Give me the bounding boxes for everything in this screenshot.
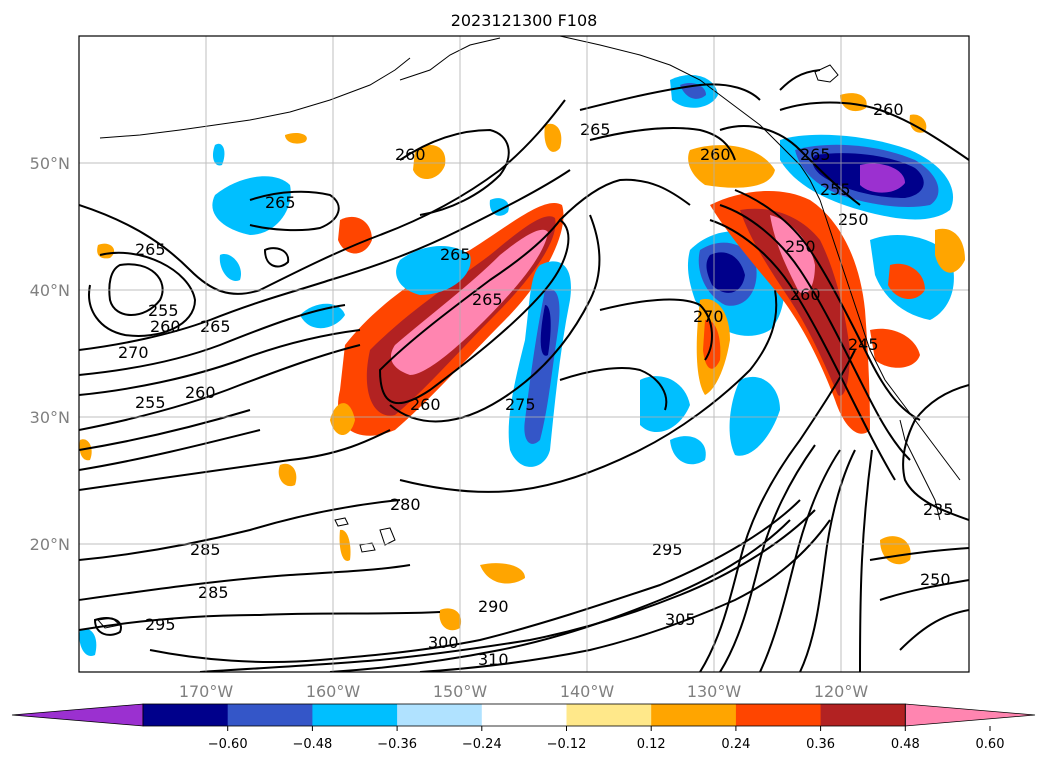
contour-label: 260 — [700, 145, 731, 164]
colorbar-segment — [481, 704, 567, 726]
colorbar-tick-label: −0.24 — [462, 737, 502, 752]
contour-label: 260 — [150, 317, 181, 336]
contour-label: 250 — [785, 237, 816, 256]
colorbar-tick-label: 0.12 — [637, 737, 666, 752]
lat-label: 30°N — [30, 408, 70, 427]
contour-label: 250 — [920, 570, 951, 589]
colorbar: −0.60 −0.48 −0.36 −0.24 −0.12 0.12 0.24 0.36 0.4… — [11, 703, 1036, 752]
colorbar-tick-label: 0.24 — [721, 737, 750, 752]
colorbar-tick-label: −0.12 — [547, 737, 587, 752]
contour-label: 305 — [665, 610, 696, 629]
contour-label: 310 — [478, 650, 509, 669]
contour-label: 245 — [848, 335, 879, 354]
colorbar-segment — [735, 704, 822, 726]
contour-label: 285 — [190, 540, 221, 559]
colorbar-tick-label: 0.60 — [976, 737, 1005, 752]
lon-labels: 170°W 160°W 150°W 140°W 130°W 120°W — [179, 682, 869, 701]
colorbar-tick-label: −0.60 — [208, 737, 248, 752]
lon-label: 160°W — [306, 682, 361, 701]
contour-label: 255 — [820, 180, 851, 199]
colorbar-segment — [143, 704, 229, 726]
map-title: 2023121300 F108 — [451, 11, 598, 30]
contour-label: 270 — [118, 343, 149, 362]
colorbar-segment — [566, 704, 652, 726]
lat-label: 50°N — [30, 154, 70, 173]
contour-label: 265 — [440, 245, 471, 264]
contour-label: 280 — [390, 495, 421, 514]
contour-label: 255 — [148, 301, 179, 320]
colorbar-tick-label: 0.48 — [891, 737, 920, 752]
lon-label: 170°W — [179, 682, 234, 701]
contour-label: 255 — [135, 393, 166, 412]
contour-label: 275 — [505, 395, 536, 414]
contour-label: 265 — [580, 120, 611, 139]
lon-label: 120°W — [814, 682, 869, 701]
contour-label: 300 — [428, 633, 459, 652]
colorbar-tick-label: −0.48 — [292, 737, 332, 752]
colorbar-tick-label: 0.36 — [806, 737, 835, 752]
gridlines — [79, 36, 969, 672]
colorbar-tick-label: −0.36 — [377, 737, 417, 752]
lon-label: 150°W — [433, 682, 488, 701]
contour-label: 265 — [800, 145, 831, 164]
colorbar-frame — [142, 703, 906, 727]
colorbar-extend-low — [11, 703, 144, 727]
lon-label: 140°W — [560, 682, 615, 701]
lat-labels: 50°N 40°N 30°N 20°N — [30, 154, 70, 554]
contour-label: 260 — [410, 395, 441, 414]
contour-label: 295 — [652, 540, 683, 559]
contour-label: 260 — [395, 145, 426, 164]
lat-label: 20°N — [30, 535, 70, 554]
contour-label: 265 — [135, 240, 166, 259]
colorbar-segment — [820, 704, 906, 726]
contour-label: 295 — [145, 615, 176, 634]
contour-labels: 265 260 265 265 255 260 265 270 255 260 … — [118, 100, 954, 669]
map-frame — [78, 35, 970, 673]
contour-label: 290 — [478, 597, 509, 616]
contour-label: 265 — [472, 290, 503, 309]
contour-label: 265 — [200, 317, 231, 336]
contour-label: 285 — [198, 583, 229, 602]
colorbar-segment — [227, 704, 313, 726]
lat-label: 40°N — [30, 281, 70, 300]
contour-label: 250 — [838, 210, 869, 229]
colorbar-segment — [651, 704, 737, 726]
map-area: 265 260 265 265 255 260 265 270 255 260 … — [79, 36, 969, 672]
contour-label: 265 — [265, 193, 296, 212]
contour-label: 235 — [923, 500, 954, 519]
contours — [79, 69, 969, 672]
lon-label: 130°W — [687, 682, 742, 701]
contour-label: 270 — [693, 307, 724, 326]
colorbar-segment — [397, 704, 483, 726]
contour-label: 260 — [873, 100, 904, 119]
contour-label: 260 — [185, 383, 216, 402]
colorbar-segment — [312, 704, 398, 726]
contour-label: 260 — [790, 285, 821, 304]
colorbar-extend-high — [904, 703, 1036, 727]
